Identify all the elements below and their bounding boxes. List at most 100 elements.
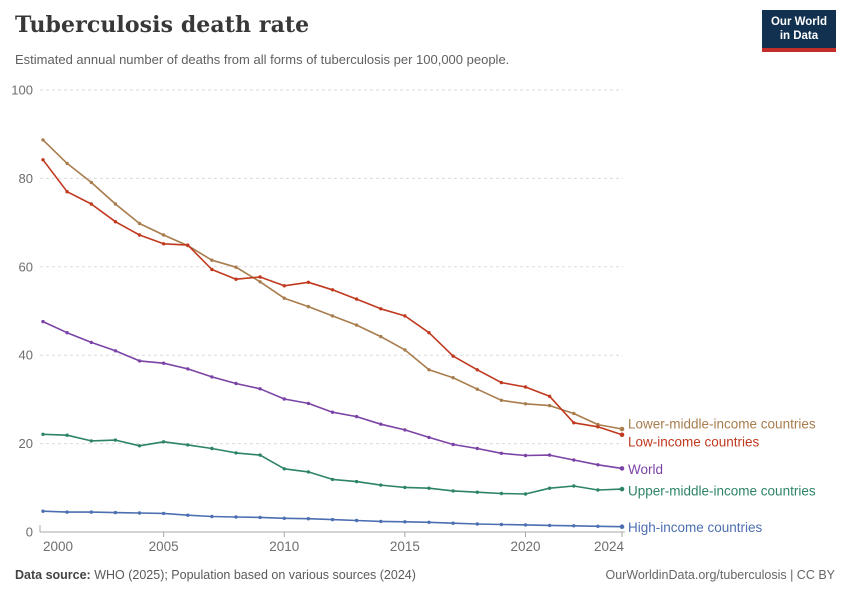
owid-logo[interactable]: Our World in Data (761, 10, 836, 52)
series-point (451, 521, 455, 525)
series-point (475, 387, 479, 391)
series-point (41, 158, 45, 162)
series-point (210, 446, 214, 451)
series-point (427, 331, 431, 335)
series-label-high-income-countries[interactable]: High-income countries (628, 520, 763, 535)
series-point (282, 516, 286, 520)
series-point (499, 398, 504, 402)
series-point (113, 438, 118, 442)
series-line-low-income-countries[interactable] (42, 159, 623, 436)
series-point (186, 367, 190, 371)
series-label-lower-middle-income-countries[interactable]: Lower-middle-income countries (628, 417, 816, 432)
series-point (499, 522, 504, 527)
series-point (354, 518, 359, 523)
series-point (596, 524, 600, 528)
series-point (354, 297, 359, 301)
series-point (523, 402, 528, 406)
series-point (210, 267, 214, 272)
series-point (41, 432, 45, 436)
series-point (499, 491, 504, 496)
series-point (475, 490, 479, 494)
license-link[interactable]: OurWorldinData.org/tuberculosis | CC BY (605, 568, 836, 582)
series-point (619, 426, 625, 432)
x-axis-tick-label: 2015 (390, 539, 420, 554)
series-point (475, 522, 479, 526)
series-point (596, 488, 600, 492)
data-source-note: Data source: WHO (2025); Population base… (15, 568, 416, 582)
series-label-upper-middle-income-countries[interactable]: Upper-middle-income countries (628, 484, 816, 499)
series-point (65, 510, 69, 514)
series-label-world[interactable]: World (628, 462, 663, 477)
owid-logo-line1: Our World (770, 16, 827, 28)
series-point (65, 433, 69, 437)
series-point (427, 435, 431, 440)
series-point (161, 242, 166, 246)
series-line-lower-middle-income-countries[interactable] (42, 139, 623, 430)
series-point (258, 280, 262, 284)
series-point (161, 361, 166, 365)
series-point (210, 375, 214, 379)
series-point (161, 511, 166, 516)
series-point (379, 483, 383, 487)
series-point (403, 428, 407, 432)
series-point (427, 486, 431, 490)
series-point (137, 444, 142, 448)
series-point (619, 432, 625, 438)
series-point (619, 524, 625, 529)
series-point (403, 485, 407, 490)
series-point (258, 275, 262, 279)
series-point (186, 443, 190, 447)
series-line-world[interactable] (42, 320, 623, 470)
series-point (41, 138, 45, 142)
series-point (523, 492, 528, 496)
series-point (89, 439, 94, 443)
series-point (354, 323, 359, 327)
x-axis-tick-label: 2020 (510, 539, 540, 554)
series-line-upper-middle-income-countries[interactable] (42, 433, 623, 495)
series-point (572, 411, 576, 416)
x-axis-tick-label: 2005 (149, 539, 179, 554)
series-point (306, 280, 311, 284)
series-point (282, 467, 286, 471)
series-point (572, 458, 576, 462)
series-point (113, 202, 118, 206)
series-point (619, 486, 625, 492)
series-point (234, 277, 238, 281)
y-axis-tick-label: 40 (19, 348, 33, 363)
series-point (354, 479, 359, 484)
series-point (330, 410, 335, 414)
series-point (427, 520, 431, 524)
series-point (403, 314, 407, 318)
y-axis-tick-label: 100 (11, 83, 33, 98)
series-point (547, 394, 552, 398)
series-point (137, 233, 142, 237)
series-point (161, 440, 166, 444)
y-axis-tick-label: 0 (26, 525, 33, 540)
series-high-income-countries: High-income countries (41, 509, 763, 535)
series-point (547, 403, 552, 408)
series-point (499, 380, 504, 385)
series-point (596, 463, 600, 467)
series-point (330, 288, 335, 292)
series-point (547, 486, 552, 490)
chart-subtitle: Estimated annual number of deaths from a… (15, 52, 510, 67)
series-point (306, 304, 311, 309)
series-point (475, 446, 479, 451)
series-point (41, 509, 45, 513)
series-point (330, 477, 335, 482)
series-point (161, 233, 166, 237)
series-point (451, 489, 455, 493)
series-world: World (41, 319, 663, 477)
series-point (619, 466, 625, 471)
series-point (282, 284, 286, 288)
series-point (427, 368, 431, 372)
series-point (330, 314, 335, 318)
y-axis-tick-label: 80 (19, 171, 33, 186)
series-label-low-income-countries[interactable]: Low-income countries (628, 434, 760, 449)
series-point (89, 202, 94, 206)
series-point (65, 161, 69, 166)
series-point (523, 385, 528, 389)
series-point (354, 414, 359, 419)
